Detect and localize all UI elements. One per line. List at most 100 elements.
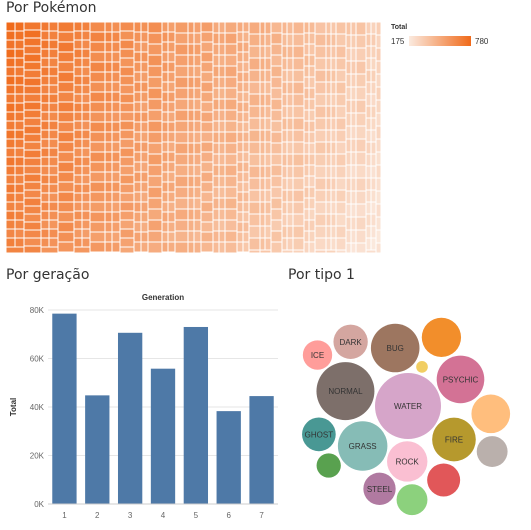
treemap-cell: [81, 111, 91, 122]
treemap-cell: [161, 211, 169, 223]
treemap-cell: [140, 231, 149, 243]
treemap-cell: [6, 66, 16, 77]
treemap-cell: [370, 165, 377, 179]
treemap-cell: [236, 71, 244, 83]
treemap-cell: [193, 87, 202, 100]
treemap-cell: [270, 164, 283, 177]
treemap-cell: [14, 75, 25, 86]
treemap-cell: [23, 237, 42, 247]
treemap-cell: [264, 45, 272, 59]
treemap-cell: [119, 237, 135, 248]
treemap-cell: [270, 65, 283, 78]
treemap-cell: [292, 33, 305, 47]
treemap-cell: [355, 86, 367, 101]
treemap-cell: [218, 153, 226, 166]
treemap-cell: [314, 117, 327, 131]
treemap-cell: [81, 156, 91, 167]
treemap-cell: [335, 57, 347, 71]
treemap-cell: [200, 91, 214, 103]
treemap-cell: [104, 131, 113, 143]
treemap-cell: [40, 57, 50, 68]
treemap-cell: [14, 120, 25, 131]
treemap-cell: [14, 228, 25, 239]
treemap-cell: [308, 186, 316, 199]
treemap-cell: [236, 131, 244, 143]
type-bubble: [427, 463, 461, 497]
treemap-cell: [167, 91, 176, 103]
treemap-cell: [193, 76, 202, 89]
treemap-cell: [187, 65, 195, 78]
treemap-cell: [314, 201, 327, 215]
treemap-cell: [57, 71, 75, 83]
treemap-cell: [57, 131, 75, 143]
treemap-cell: [308, 65, 316, 78]
treemap-cell: [259, 237, 266, 251]
treemap-cell: [314, 22, 327, 35]
treemap-cell: [104, 181, 113, 193]
treemap-cell: [355, 34, 367, 49]
treemap-cell: [48, 156, 59, 167]
treemap-cell: [111, 161, 121, 173]
treemap-cell: [23, 85, 42, 95]
treemap-cell: [57, 41, 75, 53]
treemap-cell: [314, 189, 327, 203]
treemap-cell: [133, 151, 142, 163]
treemap-cell: [23, 205, 42, 215]
treemap-cell: [224, 109, 238, 122]
treemap-cell: [6, 111, 16, 122]
type-bubble: [416, 361, 428, 373]
treemap-cell: [193, 197, 202, 210]
treemap-cell: [111, 91, 121, 103]
treemap-cell: [281, 189, 288, 203]
treemap-cell: [248, 165, 261, 179]
treemap-cell: [140, 91, 149, 103]
treemap-cell: [286, 117, 294, 131]
treemap-cell: [345, 177, 352, 192]
treemap-cell: [23, 133, 42, 143]
treemap-cell: [167, 211, 176, 223]
treemap-cell: [133, 231, 142, 243]
treemap-cell: [40, 228, 50, 239]
treemap-cell: [281, 69, 288, 83]
treemap-cell: [48, 48, 59, 59]
treemap-cell: [161, 241, 169, 253]
treemap-cell: [365, 201, 372, 215]
type-bubble: [337, 421, 388, 471]
treemap-cell: [314, 177, 327, 191]
type-bubble: [432, 417, 476, 462]
treemap-cell: [6, 183, 16, 194]
treemap-cell: [264, 201, 272, 215]
pokemon-treemap[interactable]: [6, 22, 381, 253]
treemap-cell: [14, 237, 25, 248]
treemap-cell: [193, 65, 202, 78]
treemap-cell: [104, 31, 113, 43]
treemap-cell: [200, 81, 214, 93]
treemap-cell: [161, 251, 176, 253]
treemap-cell: [140, 101, 149, 113]
treemap-cell: [89, 22, 106, 33]
treemap-cell: [57, 111, 75, 123]
treemap-cell: [187, 131, 195, 144]
treemap-cell: [57, 151, 75, 163]
treemap-cell: [73, 120, 83, 131]
treemap-cell: [248, 225, 261, 239]
treemap-cell: [140, 171, 149, 183]
treemap-cell: [89, 171, 106, 183]
x-tick-label: 1: [62, 511, 67, 520]
treemap-cell: [259, 57, 266, 71]
treemap-cell: [303, 54, 310, 67]
treemap-cell: [218, 98, 226, 111]
treemap-cell: [23, 173, 42, 183]
treemap-cell: [40, 201, 50, 212]
treemap-cell: [218, 230, 226, 243]
treemap-cell: [224, 186, 238, 199]
treemap-cell: [259, 129, 266, 143]
treemap-cell: [264, 117, 272, 131]
treemap-cell: [147, 43, 163, 56]
treemap-cell: [303, 22, 310, 34]
treemap-cell: [308, 175, 316, 188]
treemap-cell: [303, 109, 310, 122]
treemap-cell: [14, 138, 25, 149]
treemap-cell: [40, 75, 50, 86]
treemap-cell: [355, 112, 367, 127]
